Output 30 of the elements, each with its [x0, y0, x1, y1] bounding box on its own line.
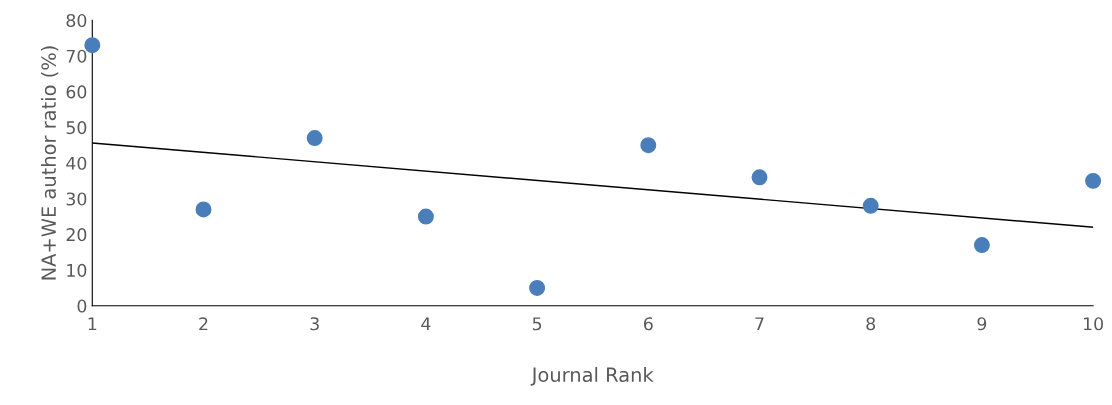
y-tick-label: 80: [66, 13, 87, 28]
point: [751, 169, 768, 186]
y-axis-title: NA+WE author ratio (%): [40, 46, 59, 280]
point: [306, 130, 323, 147]
x-tick-label: 3: [310, 317, 319, 331]
y-tick-label: 0: [77, 299, 87, 313]
x-tick-label: 5: [532, 317, 542, 331]
x-tick-label: 1: [88, 317, 97, 331]
x-tick-label: 9: [977, 317, 987, 331]
point: [1085, 172, 1102, 189]
x-axis-title: Journal Rank: [530, 367, 654, 386]
point: [862, 197, 879, 214]
point: [640, 137, 657, 154]
x-tick-label: 8: [866, 317, 876, 331]
x-tick-label: 10: [1083, 317, 1103, 331]
y-tick-label: 20: [66, 228, 87, 242]
x-tick-label: 4: [421, 317, 431, 331]
y-tick-label: 50: [66, 121, 87, 135]
y-tick-label: 70: [66, 49, 87, 63]
point: [195, 201, 212, 218]
point: [529, 279, 546, 296]
point: [973, 237, 990, 254]
point: [417, 208, 434, 225]
y-tick-label: 60: [66, 85, 87, 99]
x-tick-label: 7: [755, 317, 764, 331]
x-tick-label: 2: [199, 317, 208, 331]
y-tick-label: 10: [67, 263, 87, 277]
x-tick-label: 6: [643, 317, 653, 331]
y-tick-label: 40: [66, 156, 87, 170]
y-tick-label: 30: [66, 192, 87, 206]
